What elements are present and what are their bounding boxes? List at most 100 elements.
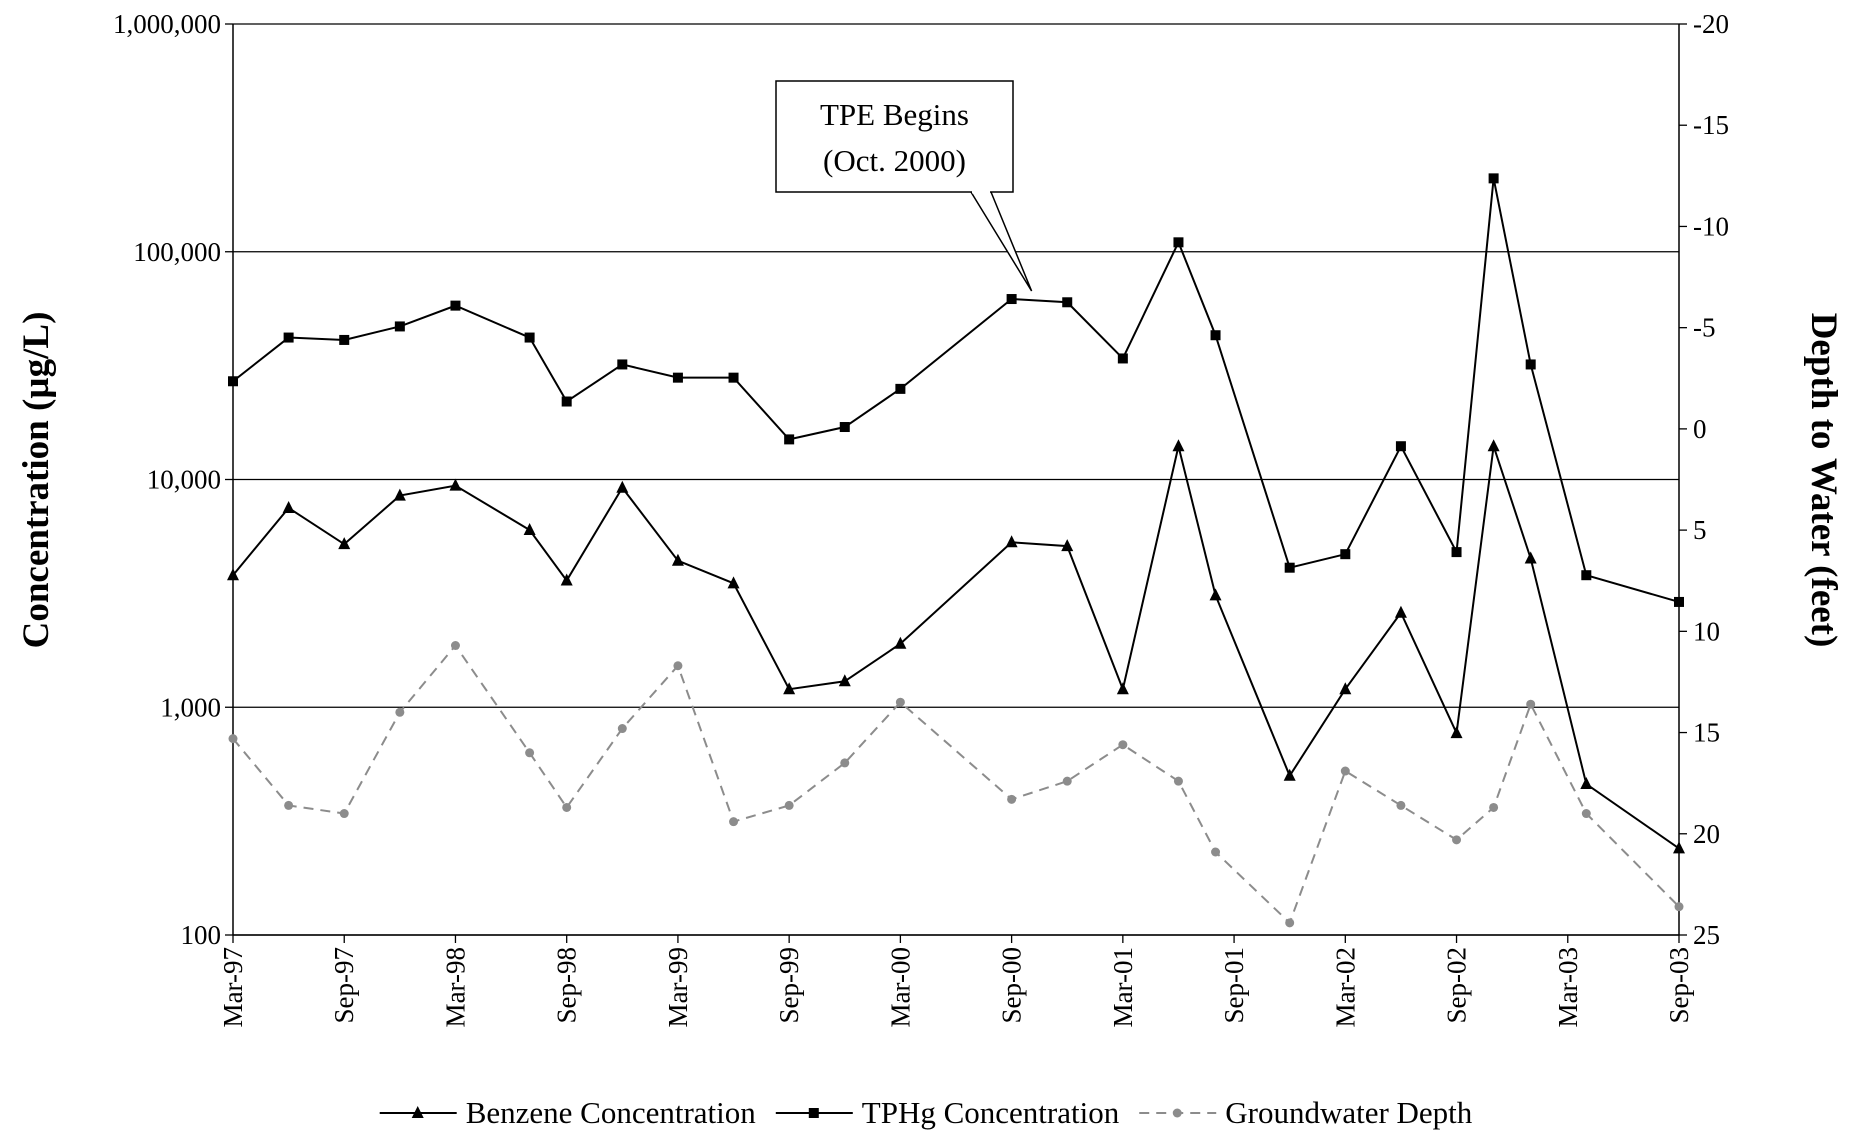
marker (339, 334, 350, 345)
marker (394, 321, 405, 332)
marker (1062, 297, 1073, 308)
x-tick-label: Sep-01 (1219, 947, 1249, 1024)
marker (1395, 441, 1406, 452)
x-tick-label: Sep-97 (329, 947, 359, 1024)
marker (895, 383, 906, 394)
marker (523, 523, 536, 536)
y2-axis-title: Depth to Water (feet) (1803, 313, 1844, 648)
marker (1396, 800, 1406, 810)
marker (672, 372, 683, 383)
y2-tick-label: -15 (1693, 110, 1729, 140)
y-tick-label: 100 (181, 920, 222, 950)
marker (894, 636, 907, 649)
marker (784, 434, 795, 445)
marker (338, 537, 351, 550)
x-tick-label: Sep-98 (552, 947, 582, 1024)
x-tick-label: Mar-02 (1330, 947, 1360, 1027)
x-tick-label: Mar-97 (218, 947, 248, 1027)
y2-tick-label: -10 (1693, 211, 1729, 241)
marker (1488, 173, 1499, 184)
marker (1283, 768, 1296, 781)
marker (1451, 547, 1462, 558)
marker (1117, 353, 1128, 364)
marker (1674, 902, 1684, 912)
marker (784, 800, 794, 810)
marker (1581, 570, 1592, 581)
marker (562, 802, 572, 812)
marker (1005, 535, 1018, 548)
legend-marker (1172, 1108, 1182, 1118)
legend: Benzene Concentration TPHg Concentration G… (379, 1095, 1473, 1130)
marker (1580, 777, 1593, 790)
marker (839, 422, 850, 433)
y2-tick-label: -20 (1693, 9, 1729, 39)
marker (1673, 841, 1685, 854)
marker (560, 573, 573, 586)
y2-tick-label: 0 (1693, 414, 1707, 444)
marker (1450, 726, 1463, 739)
marker (1061, 539, 1074, 552)
annotation-text: (Oct. 2000) (823, 143, 966, 178)
x-tick-label: Sep-02 (1442, 947, 1472, 1024)
marker (617, 359, 628, 370)
marker (1526, 699, 1536, 709)
marker (284, 800, 294, 810)
marker (1489, 802, 1499, 812)
marker (561, 396, 572, 407)
marker (283, 332, 294, 343)
x-tick-label: Sep-99 (774, 947, 804, 1024)
marker (1394, 605, 1407, 618)
marker (282, 500, 295, 513)
marker (728, 372, 739, 383)
marker (1674, 596, 1684, 607)
marker (395, 707, 405, 717)
marker (1285, 918, 1295, 928)
x-tick-label: Sep-03 (1664, 947, 1694, 1024)
marker (227, 568, 239, 581)
marker (783, 682, 796, 695)
marker (1211, 847, 1221, 857)
marker (617, 724, 627, 734)
y-tick-label: 10,000 (147, 465, 221, 495)
marker (1487, 439, 1500, 452)
marker (1173, 237, 1184, 248)
marker (840, 758, 850, 768)
marker (450, 300, 461, 311)
marker (1340, 766, 1350, 776)
y2-tick-label: 20 (1693, 819, 1720, 849)
marker (838, 674, 851, 687)
callout-pointer (970, 191, 1033, 292)
marker (1284, 562, 1295, 573)
y-tick-label: 1,000 (160, 692, 221, 722)
marker (450, 641, 460, 651)
marker (1210, 330, 1221, 341)
marker (1118, 740, 1128, 750)
y-tick-label: 1,000,000 (113, 9, 221, 39)
legend-text: Benzene Concentration (466, 1095, 757, 1130)
marker (1172, 439, 1185, 452)
x-tick-label: Mar-98 (440, 947, 470, 1027)
marker (1581, 809, 1591, 819)
marker (1007, 794, 1017, 804)
legend-text: TPHg Concentration (862, 1095, 1120, 1130)
y2-tick-label: 5 (1693, 515, 1707, 545)
marker (1062, 776, 1072, 786)
marker (1339, 682, 1352, 695)
series-line (232, 178, 1680, 603)
x-tick-label: Mar-01 (1108, 947, 1138, 1027)
marker (671, 553, 684, 566)
marker (1209, 588, 1222, 601)
marker (729, 817, 739, 827)
marker (1116, 682, 1129, 695)
x-tick-label: Mar-99 (663, 947, 693, 1027)
marker (727, 576, 740, 589)
series-line (232, 445, 1680, 850)
legend-marker (411, 1106, 424, 1118)
marker (525, 748, 535, 758)
y2-tick-label: 10 (1693, 616, 1720, 646)
marker (449, 478, 462, 491)
marker (895, 697, 905, 707)
marker (339, 809, 349, 819)
y-axis-title: Concentration (µg/L) (16, 312, 57, 649)
